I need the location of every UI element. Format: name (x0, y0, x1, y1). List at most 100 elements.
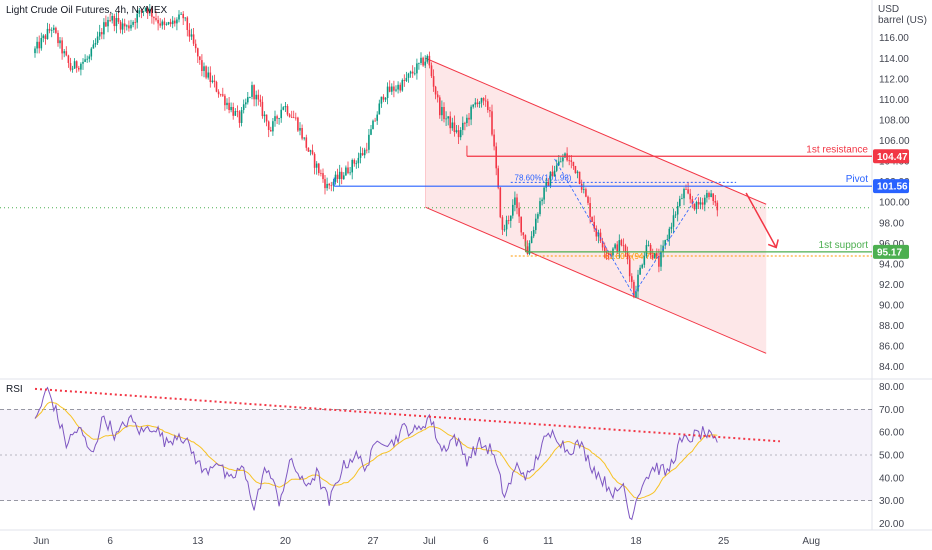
candle-body (476, 102, 479, 105)
candle-body (668, 228, 671, 239)
candle-body (370, 129, 372, 135)
candle-body (514, 197, 516, 205)
candle-body (493, 134, 495, 147)
candle-body (716, 202, 719, 211)
candle-body (445, 118, 447, 120)
candle-body (326, 183, 328, 189)
candle-body (430, 65, 433, 77)
candle-body (447, 116, 449, 119)
candle-body (608, 253, 610, 255)
channel-upper-line[interactable] (425, 57, 767, 205)
candle-body (620, 240, 623, 246)
candle-body (107, 20, 109, 27)
candle-body (161, 21, 164, 26)
candle-body (424, 61, 426, 66)
candle-body (217, 91, 220, 95)
candle-body (553, 170, 556, 177)
candle-body (265, 114, 268, 122)
candle-body (564, 153, 566, 158)
rsi-tick-label: 50.00 (879, 451, 904, 462)
candle-body (664, 240, 666, 246)
price-tick-label: 116.00 (879, 33, 909, 44)
candle-body (480, 98, 483, 103)
candle-body (270, 130, 272, 132)
candle-body (57, 32, 59, 44)
candle-body (290, 116, 293, 118)
candle-body (416, 63, 418, 74)
candle-body (453, 122, 456, 133)
rsi-tick-label: 60.00 (879, 428, 904, 439)
candle-body (693, 203, 696, 210)
candle-body (397, 84, 399, 90)
candle-body (255, 94, 257, 100)
candle-body (558, 161, 560, 166)
candle-body (451, 122, 454, 129)
candle-body (524, 235, 527, 247)
1st-support-price-value: 95.17 (877, 247, 902, 258)
candle-body (188, 29, 191, 37)
candle-body (570, 160, 573, 162)
candle-body (230, 107, 232, 111)
candle-body (278, 118, 280, 119)
candle-body (103, 22, 105, 35)
candle-body (420, 57, 422, 63)
candle-body (583, 189, 585, 190)
candle-body (69, 63, 72, 70)
candle-body (637, 274, 639, 292)
candle-body (113, 16, 116, 27)
candle-body (136, 13, 138, 23)
candle-body (549, 171, 552, 187)
candle-body (651, 255, 654, 259)
time-tick-label: 6 (483, 536, 489, 547)
price-tick-label: 112.00 (879, 74, 909, 85)
candle-body (701, 202, 704, 205)
candle-body (50, 29, 53, 31)
candle-body (307, 147, 310, 152)
candle-body (551, 171, 554, 177)
candle-body (71, 68, 74, 70)
candle-body (616, 244, 618, 252)
candle-body (478, 102, 481, 104)
candle-body (157, 19, 159, 24)
candle-body (134, 22, 136, 23)
candle-body (647, 244, 650, 246)
candle-body (334, 174, 337, 182)
candle-body (372, 120, 374, 130)
candle-body (353, 160, 356, 164)
candle-body (305, 137, 308, 148)
candle-body (539, 201, 541, 215)
candle-body (274, 116, 276, 122)
candle-body (499, 187, 502, 218)
candle-body (395, 89, 397, 91)
candle-body (199, 56, 201, 60)
candle-body (44, 35, 47, 39)
candle-body (330, 185, 333, 187)
candle-body (695, 202, 698, 210)
candle-body (174, 20, 176, 24)
candle-body (303, 137, 305, 139)
rsi-label: RSI (6, 384, 23, 395)
candle-body (641, 264, 643, 268)
channel-lower-line[interactable] (425, 206, 767, 354)
candle-body (510, 215, 512, 221)
candle-body (714, 201, 717, 203)
candle-body (228, 102, 230, 110)
time-tick-label: 11 (543, 536, 554, 547)
candle-body (186, 17, 189, 30)
pivot-price-value: 101.56 (877, 182, 908, 193)
candle-body (382, 96, 385, 100)
candle-body (115, 18, 118, 27)
candle-body (42, 35, 45, 38)
main-pane: 116.00 114.00 112.00 110.00 108.00 106.00 104.… (0, 4, 910, 547)
price-tick-label: 106.00 (879, 136, 910, 147)
candle-body (643, 256, 646, 265)
candle-body (468, 117, 470, 120)
candle-body (574, 166, 577, 174)
candle-body (639, 267, 641, 275)
candle-body (457, 130, 460, 138)
candle-body (393, 86, 395, 91)
candle-body (706, 193, 708, 198)
price-tick-label: 114.00 (879, 54, 909, 65)
1st-resistance-label: 1st resistance (806, 144, 868, 155)
